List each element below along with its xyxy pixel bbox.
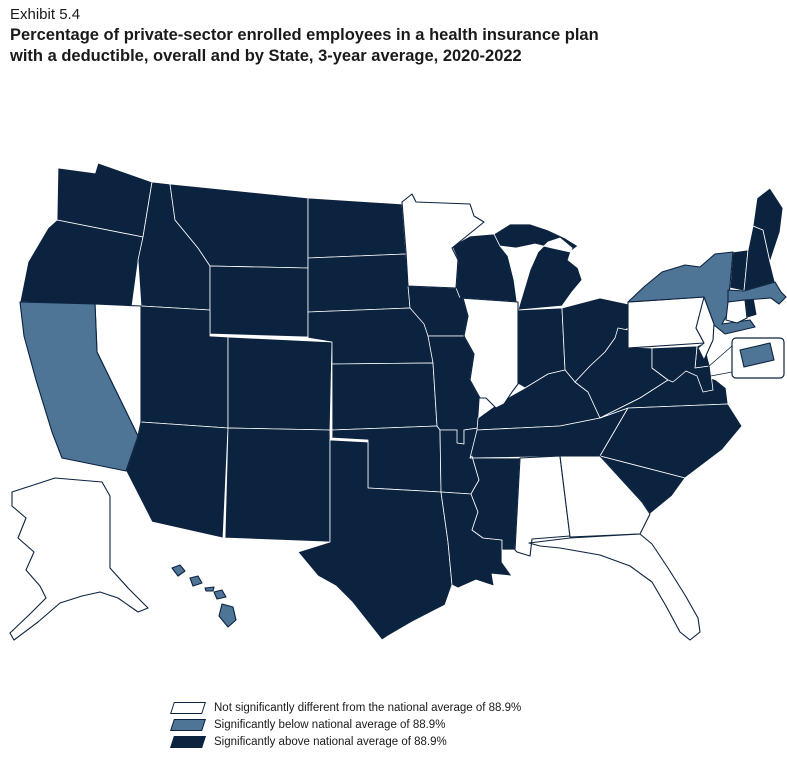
state-georgia: [559, 455, 651, 538]
state-alaska: [9, 477, 149, 641]
state-new-mexico: [224, 427, 331, 543]
legend-swatch-not-different: [170, 702, 206, 714]
legend-item-below: Significantly below national average of …: [168, 717, 521, 733]
state-maine: [752, 187, 784, 263]
state-wyoming: [209, 265, 309, 338]
state-michigan: [493, 223, 583, 311]
state-kansas: [331, 362, 438, 431]
state-california: [19, 301, 139, 472]
dc-callout-line-bottom: [699, 371, 733, 379]
legend-swatch-below: [170, 719, 206, 731]
state-new-jersey: [695, 296, 715, 361]
legend-label-below: Significantly below national average of …: [214, 719, 446, 731]
exhibit-number: Exhibit 5.4: [10, 6, 81, 23]
state-south-dakota: [307, 253, 411, 313]
us-choropleth-map: [9, 162, 787, 641]
legend-label-not-different: Not significantly different from the nat…: [214, 702, 522, 714]
state-maryland: [651, 345, 714, 393]
title-block: Exhibit 5.4 Percentage of private-sector…: [10, 6, 599, 68]
state-connecticut: [725, 299, 748, 324]
page-title-line1: Percentage of private-sector enrolled em…: [10, 26, 599, 44]
state-texas: [297, 439, 453, 641]
state-minnesota: [401, 193, 485, 289]
state-illinois: [459, 297, 519, 409]
state-arizona: [125, 421, 229, 539]
states-layer: [9, 162, 787, 641]
map-legend: Not significantly different from the nat…: [168, 700, 521, 751]
dc-callout-line-top: [699, 345, 733, 375]
state-hawaii: [171, 564, 237, 628]
dc-callout: [699, 337, 785, 379]
state-colorado: [227, 336, 333, 431]
page-title-line2: with a deductible, overall and by State,…: [10, 47, 522, 66]
state-north-dakota: [307, 197, 407, 259]
legend-item-not-different: Not significantly different from the nat…: [168, 700, 521, 716]
state-district-of-columbia: [739, 342, 775, 368]
legend-swatch-above: [170, 736, 206, 748]
legend-label-above: Significantly above national average of …: [214, 736, 447, 748]
state-florida: [528, 533, 701, 641]
legend-item-above: Significantly above national average of …: [168, 734, 521, 750]
